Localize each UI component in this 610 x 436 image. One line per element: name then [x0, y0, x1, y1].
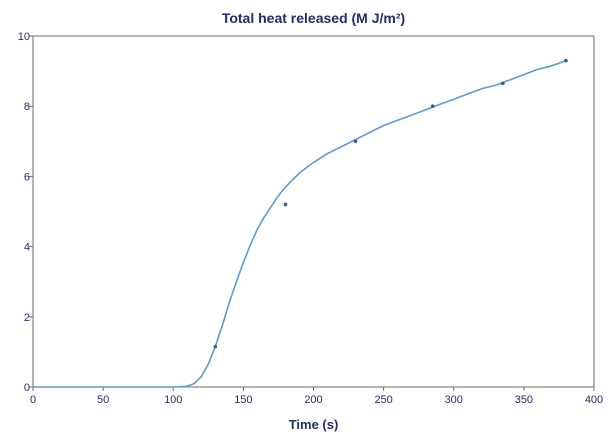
y-tick-label: 8: [24, 101, 30, 113]
data-point: [213, 344, 218, 349]
x-tick-label: 300: [445, 394, 463, 406]
y-tick-label: 6: [24, 171, 30, 183]
axis-ticks: 0 50 100 150 200 250 300 350 400 0 2 4 6 8 10: [18, 31, 603, 406]
chart-title: Total heat released (M J/m²): [221, 10, 406, 26]
data-point: [501, 81, 505, 86]
series-line-0: [33, 59, 567, 388]
y-tick-label: 10: [18, 31, 30, 43]
x-tick-label: 100: [164, 394, 182, 406]
x-tick-label: 150: [234, 394, 252, 406]
x-tick-label: 0: [30, 394, 36, 406]
y-tick-label: 4: [24, 242, 30, 254]
x-axis-label: Time (s): [288, 417, 339, 432]
plot-area-frame: [32, 35, 595, 388]
x-tick-label: 350: [515, 394, 533, 406]
x-tick-label: 400: [585, 394, 603, 406]
y-tick-label: 2: [24, 312, 30, 324]
series-group: [33, 58, 568, 388]
y-tick-label: 0: [24, 382, 30, 394]
x-tick-label: 200: [304, 394, 322, 406]
x-tick-label: 250: [374, 394, 392, 406]
data-point: [564, 58, 568, 63]
data-point: [430, 104, 435, 108]
x-tick-label: 50: [97, 394, 109, 406]
data-point: [283, 202, 288, 207]
data-point: [353, 139, 358, 144]
